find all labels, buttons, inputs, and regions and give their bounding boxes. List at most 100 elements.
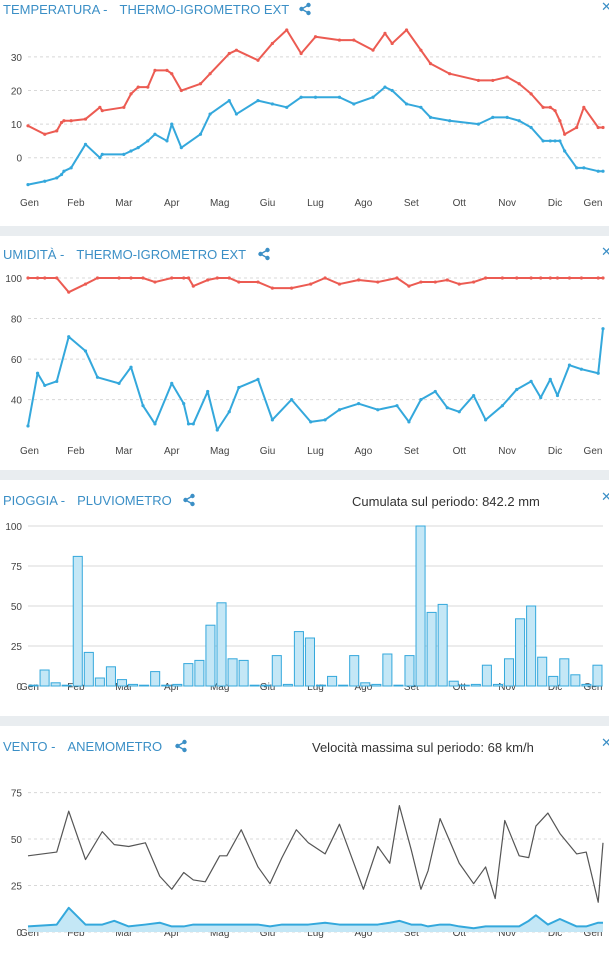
series-line xyxy=(27,86,603,186)
data-point xyxy=(26,276,30,280)
data-point xyxy=(601,169,605,173)
rain-bar xyxy=(94,677,105,687)
data-point xyxy=(270,102,274,106)
data-point xyxy=(582,166,586,170)
data-point xyxy=(117,381,121,385)
rain-bar xyxy=(426,611,437,687)
data-point xyxy=(582,105,586,109)
panel-title-vento: VENTO - ANEMOMETRO xyxy=(3,739,162,754)
data-point xyxy=(129,276,133,280)
data-point xyxy=(558,119,562,123)
data-point xyxy=(289,398,294,402)
y-tick-label: 100 xyxy=(5,522,22,533)
data-point xyxy=(476,122,481,126)
data-point xyxy=(69,166,73,170)
data-point xyxy=(596,125,600,130)
data-point xyxy=(100,152,104,156)
data-point xyxy=(390,41,394,46)
series-line xyxy=(27,804,604,903)
data-point xyxy=(227,98,231,103)
data-point xyxy=(445,406,449,410)
panel-title-temperatura: TEMPERATURA - THERMO-IGROMETRO EXT xyxy=(3,2,289,17)
rain-bar xyxy=(271,655,282,687)
data-point xyxy=(83,142,88,146)
y-tick-label: 30 xyxy=(11,53,23,64)
rain-bar xyxy=(172,683,183,687)
data-point xyxy=(285,105,289,109)
data-point xyxy=(55,276,59,280)
data-point xyxy=(234,48,239,52)
rain-bar xyxy=(548,675,559,687)
close-icon[interactable]: ✕ xyxy=(601,489,609,504)
data-point xyxy=(553,139,557,143)
series-line xyxy=(27,29,603,136)
x-tick-label: Mag xyxy=(210,446,229,457)
title-prefix: PIOGGIA - xyxy=(3,493,66,508)
data-point xyxy=(548,139,552,143)
x-tick-label: Giu xyxy=(260,928,276,939)
rain-bar xyxy=(470,683,481,687)
x-tick-label: Ott xyxy=(453,198,467,209)
y-tick-label: 75 xyxy=(11,789,23,800)
data-point xyxy=(601,125,605,130)
share-icon[interactable] xyxy=(257,247,271,261)
rain-bar xyxy=(371,683,382,687)
data-point xyxy=(227,51,231,56)
rain-bar xyxy=(150,671,161,687)
data-point xyxy=(100,109,104,113)
data-point xyxy=(395,276,399,280)
rain-bar xyxy=(503,658,515,687)
panel-separator xyxy=(0,716,609,726)
data-point xyxy=(539,276,543,280)
data-point xyxy=(419,280,423,284)
rain-bar xyxy=(116,679,128,687)
data-point xyxy=(146,139,150,143)
data-point xyxy=(548,276,552,280)
rain-bar xyxy=(459,684,470,687)
data-point xyxy=(407,420,411,424)
share-icon[interactable] xyxy=(174,739,188,753)
x-tick-label: Apr xyxy=(164,198,180,209)
data-point xyxy=(55,176,59,180)
data-point xyxy=(404,102,409,106)
x-tick-label: Gen xyxy=(584,928,603,939)
series-line xyxy=(28,277,603,294)
title-sensor: PLUVIOMETRO xyxy=(77,493,172,508)
share-icon[interactable] xyxy=(298,2,312,16)
series-line xyxy=(27,328,604,431)
data-point xyxy=(237,385,241,390)
close-icon[interactable]: ✕ xyxy=(601,244,609,259)
share-icon[interactable] xyxy=(182,493,196,507)
data-point xyxy=(26,424,30,428)
data-point xyxy=(186,276,191,280)
x-tick-label: Gen xyxy=(584,446,603,457)
y-tick-label: 50 xyxy=(11,835,23,846)
data-point xyxy=(445,278,449,282)
rain-bar xyxy=(304,637,316,687)
data-point xyxy=(83,117,88,121)
title-sensor: THERMO-IGROMETRO EXT xyxy=(76,247,247,262)
panel-title-pioggia: PIOGGIA - PLUVIOMETRO xyxy=(3,493,172,508)
rain-bar xyxy=(570,674,581,687)
data-point xyxy=(153,422,157,426)
data-point xyxy=(191,422,195,426)
data-point xyxy=(596,169,600,173)
data-point xyxy=(141,404,145,408)
close-icon[interactable]: ✕ xyxy=(601,0,609,14)
data-point xyxy=(428,62,433,66)
data-point xyxy=(352,38,356,42)
data-point xyxy=(555,276,560,280)
data-point xyxy=(517,82,521,86)
data-point xyxy=(170,122,174,126)
data-point xyxy=(26,124,30,128)
data-point xyxy=(35,371,40,375)
data-point xyxy=(515,276,519,280)
data-point xyxy=(153,132,157,136)
x-tick-label: Gen xyxy=(20,928,39,939)
data-point xyxy=(376,280,380,284)
x-tick-label: Dic xyxy=(548,682,562,693)
panel-separator xyxy=(0,470,609,480)
data-point xyxy=(256,58,260,62)
close-icon[interactable]: ✕ xyxy=(601,735,609,750)
y-tick-label: 0 xyxy=(16,928,22,939)
